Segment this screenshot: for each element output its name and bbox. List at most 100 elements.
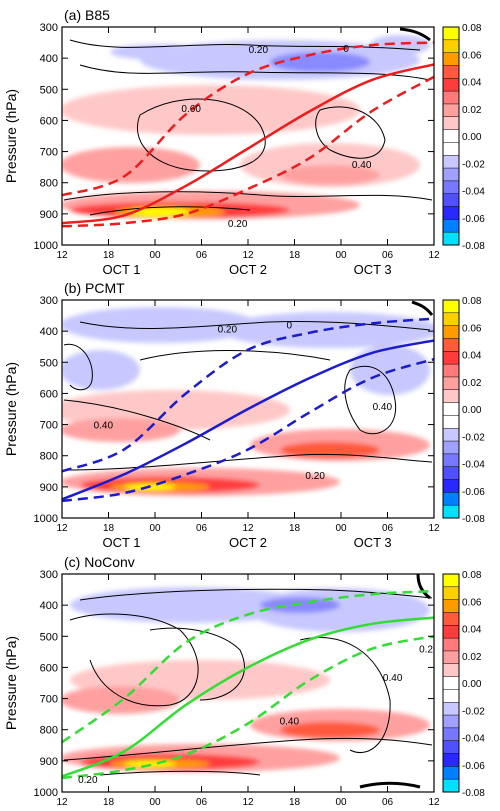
- panel-a: (a) B85 Pressure (hPa): [3, 7, 485, 277]
- x-tick-label: 12: [56, 797, 68, 808]
- y-tick-label: 600: [40, 115, 58, 127]
- colorbar-tick-label: 0.06: [462, 597, 482, 608]
- panel-c-yticks: 300 400 500 600 700 800 900 1000: [34, 569, 434, 799]
- colorbar-tick-label: 0.06: [462, 323, 482, 334]
- x-tick-label: 12: [242, 797, 254, 808]
- colorbar-swatch: [443, 129, 459, 143]
- colorbar-swatch: [443, 389, 459, 403]
- colorbar-swatch: [443, 116, 459, 130]
- x-tick-label: 00: [335, 250, 347, 261]
- panel-b-lower-line: [62, 358, 434, 503]
- colorbar-swatch: [443, 453, 459, 468]
- x-tick-label: 18: [103, 250, 115, 261]
- colorbar-swatch: [443, 415, 459, 429]
- panel-b-colorbar: 0.08 0.06 0.04 0.02 0.00 -0.02 -0.04 -0.06 -0.08: [442, 296, 485, 525]
- y-tick-label: 900: [40, 756, 58, 768]
- colorbar-swatch: [443, 612, 459, 626]
- panel-c-lower-line: [62, 635, 434, 780]
- day-label: OCT 3: [354, 809, 392, 811]
- contour-label: 0: [287, 320, 293, 331]
- panel-a-mean-line: [62, 63, 434, 225]
- y-tick-label: 500: [40, 631, 58, 643]
- colorbar-swatch: [443, 702, 459, 716]
- panel-a-ylabel: Pressure (hPa): [3, 89, 19, 183]
- colorbar-swatch: [443, 338, 459, 352]
- y-tick-label: 800: [40, 725, 58, 737]
- day-label: OCT 3: [354, 535, 392, 550]
- x-tick-label: 12: [56, 523, 68, 534]
- colorbar-tick-label: -0.06: [462, 214, 485, 225]
- colorbar-swatch: [443, 766, 459, 780]
- x-tick-label: 12: [428, 250, 440, 261]
- panel-b: (b) PCMT Pressure (hPa): [3, 280, 485, 550]
- colorbar-tick-label: 0.02: [462, 105, 482, 116]
- colorbar-swatch: [443, 180, 459, 195]
- panel-b-ylabel: Pressure (hPa): [3, 362, 19, 456]
- panel-a-upper-line: [62, 41, 434, 197]
- panel-b-upper-line: [62, 317, 434, 473]
- colorbar-tick-label: -0.02: [462, 432, 485, 443]
- colorbar-tick-label: -0.04: [462, 187, 485, 198]
- panel-c-heatmap: 0.20 0.40 0.40 0.20: [62, 574, 439, 789]
- colorbar-tick-label: -0.04: [462, 734, 485, 745]
- y-tick-label: 600: [40, 662, 58, 674]
- colorbar-swatch: [443, 206, 459, 220]
- x-tick-label: 06: [382, 250, 394, 261]
- panel-c-ylabel: Pressure (hPa): [3, 636, 19, 730]
- panel-a-colorbar: 0.08 0.06 0.04 0.02 0.00 -0.02 -0.04 -0.06 -0.08: [442, 23, 485, 252]
- panel-b-mean-line: [62, 339, 434, 501]
- colorbar-swatch: [443, 466, 459, 480]
- panel-a-yticks: 300 400 500 600 700 800 900 1000: [34, 22, 434, 252]
- y-tick-label: 700: [40, 420, 58, 432]
- contour-label: 0: [343, 44, 349, 55]
- colorbar-swatch: [443, 91, 459, 105]
- panel-c-contour-labels: 0.20 0.40 0.40 0.20: [78, 645, 439, 786]
- contour-label: 0.20: [228, 219, 248, 230]
- colorbar-swatch: [443, 364, 459, 378]
- colorbar-tick-label: -0.06: [462, 761, 485, 772]
- x-tick-label: 06: [382, 797, 394, 808]
- contour-label: 0.20: [419, 645, 439, 656]
- y-tick-label: 300: [40, 569, 58, 581]
- panel-c-xticks: 12 18 00 06 12 18 00 06 12: [56, 574, 440, 808]
- contour-label: 0.20: [249, 45, 269, 56]
- contour-label: 0.40: [383, 673, 403, 684]
- colorbar-tick-label: -0.08: [462, 788, 485, 799]
- colorbar-swatch: [443, 428, 459, 442]
- panel-b-title: (b) PCMT: [64, 280, 125, 296]
- day-label: OCT 1: [102, 262, 140, 277]
- y-tick-label: 300: [40, 22, 58, 34]
- colorbar-swatch: [443, 193, 459, 207]
- colorbar-tick-label: -0.04: [462, 460, 485, 471]
- colorbar-swatch: [443, 715, 459, 729]
- x-tick-label: 06: [196, 523, 208, 534]
- colorbar-swatch: [443, 574, 459, 588]
- colorbar-swatch: [443, 779, 459, 793]
- colorbar-swatch: [443, 300, 459, 314]
- x-tick-label: 12: [428, 797, 440, 808]
- colorbar-swatch: [443, 65, 459, 79]
- x-tick-label: 18: [103, 523, 115, 534]
- colorbar-swatch: [443, 78, 459, 92]
- contour-label: 0.40: [352, 160, 372, 171]
- panel-c: (c) NoConv Pressure (hPa): [3, 554, 485, 811]
- colorbar-swatch: [443, 492, 459, 506]
- colorbar-swatch: [443, 232, 459, 246]
- panel-b-day-labels: OCT 1 OCT 2 OCT 3: [102, 535, 391, 550]
- y-tick-label: 700: [40, 694, 58, 706]
- colorbar-tick-label: -0.02: [462, 159, 485, 170]
- y-tick-label: 400: [40, 600, 58, 612]
- colorbar-swatch: [443, 103, 459, 118]
- colorbar-swatch: [443, 142, 459, 156]
- y-tick-label: 800: [40, 451, 58, 463]
- colorbar-swatch: [443, 441, 459, 455]
- colorbar-tick-label: 0.02: [462, 378, 482, 389]
- colorbar-tick-label: 0.04: [462, 625, 482, 636]
- day-label: OCT 3: [354, 262, 392, 277]
- colorbar-swatch: [443, 351, 459, 365]
- x-tick-label: 18: [289, 250, 301, 261]
- y-tick-label: 500: [40, 84, 58, 96]
- x-tick-label: 12: [242, 250, 254, 261]
- y-tick-label: 400: [40, 326, 58, 338]
